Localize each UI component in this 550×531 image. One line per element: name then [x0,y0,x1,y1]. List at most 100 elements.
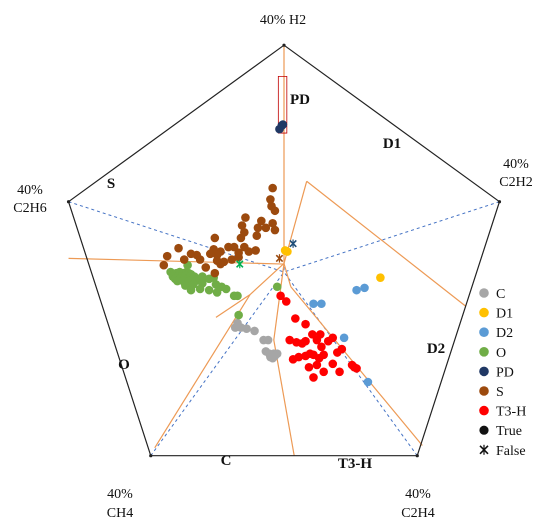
vertex-label-h2: 40% H2 [260,13,306,28]
pentagon-outline [66,43,502,458]
point-t3-h [285,335,294,345]
false-marker [289,239,297,248]
legend-label-t3-h: T3-H [496,405,526,420]
vertex-label-c2h6-gas: C2H6 [13,201,46,216]
point-s [159,260,169,270]
point-t3-h [315,330,325,339]
zone-label-d1: D1 [383,136,401,152]
zone-boundary [249,263,285,296]
point-t3-h [304,362,314,372]
point-s [210,233,220,243]
vertex-label-ch4-percent: 40% [107,487,133,502]
point-o [221,284,231,294]
point-s [268,183,277,193]
point-s [240,242,249,252]
legend: C D1 D2 O PD S T3-H True False [479,287,526,459]
point-o [234,310,243,320]
point-c [250,326,259,336]
point-t3-h [319,367,328,377]
vertex-dot [282,43,286,47]
legend-label-pd: PD [496,365,514,380]
legend-marker-c [479,288,489,298]
legend-label-c: C [496,287,505,302]
point-s [216,259,225,269]
point-c [272,349,282,358]
point-t3-h [335,367,344,377]
legend-marker-true [479,425,489,435]
vertex-label-c2h4-gas: C2H4 [401,506,434,521]
data-points [159,120,385,387]
vertex-label-c2h2-percent: 40% [503,157,529,172]
point-s [237,221,247,230]
zone-boundary [283,263,292,287]
zone-boundary [306,180,466,307]
point-o [186,285,196,295]
zone-label-t3h: T3-H [338,456,373,472]
point-d2 [339,333,349,343]
legend-label-false: False [496,444,526,459]
point-t3-h [328,333,338,343]
point-s [252,231,262,241]
point-s [251,246,260,255]
legend-label-o: O [496,346,506,361]
point-s [236,233,246,243]
point-s [268,218,277,228]
point-t3-h [312,360,322,370]
point-o [195,284,205,294]
point-s [179,255,189,264]
point-o [233,291,242,301]
point-d2 [352,285,361,295]
point-s [174,243,183,253]
point-o [272,282,282,292]
axis-dashed-line [68,201,285,273]
point-c [263,335,273,345]
point-t3-h [317,342,326,352]
point-s [257,216,266,226]
zone-boundary [215,294,251,318]
legend-marker-pd [479,366,489,377]
point-d2 [309,299,318,309]
zone-boundary [68,257,285,265]
point-t3-h [309,373,318,382]
false-marker [275,254,284,263]
point-t3-h [301,351,310,361]
zone-label-o: O [118,357,130,373]
false-marker [236,259,244,269]
point-s [201,263,211,272]
point-s [186,249,196,259]
point-s [270,206,280,216]
zone-boundary [154,294,251,449]
zone-label-s: S [107,176,115,192]
legend-label-true: True [496,424,522,439]
legend-label-d2: D2 [496,326,513,341]
point-s [227,255,237,264]
zone-label-c: C [221,453,232,469]
point-t3-h [291,314,300,323]
legend-marker-t3-h [479,405,489,416]
point-s [261,223,271,233]
vertex-label-c2h6-percent: 40% [17,183,43,198]
point-s [253,223,263,233]
vertex-dot [497,200,502,204]
point-s [210,268,220,278]
point-d2 [360,283,369,293]
point-t3-h [281,297,291,306]
point-s [234,252,243,262]
point-pd [278,120,288,129]
zone-boundary [273,263,285,341]
pentagon-border [67,44,501,457]
point-t3-h [352,364,361,373]
legend-marker-s [479,386,489,396]
point-t3-h [337,344,347,354]
point-s [224,242,233,252]
axis-dashed-line [150,271,285,457]
point-t3-h [328,359,338,369]
point-t3-h [319,350,328,360]
point-s [205,249,215,259]
point-t3-h [288,355,298,364]
legend-label-s: S [496,385,504,400]
vertex-dot [415,454,419,458]
point-s [162,251,172,261]
legend-marker-o [479,347,489,357]
